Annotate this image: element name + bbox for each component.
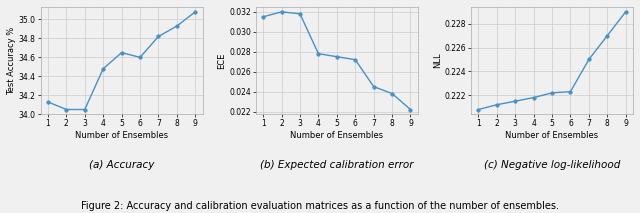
Y-axis label: ECE: ECE [218,52,227,69]
Text: Figure 2: Accuracy and calibration evaluation matrices as a function of the numb: Figure 2: Accuracy and calibration evalu… [81,201,559,211]
X-axis label: Number of Ensembles: Number of Ensembles [75,131,168,140]
Text: (b) Expected calibration error: (b) Expected calibration error [260,160,413,170]
Y-axis label: Test Accuracy %: Test Accuracy % [7,27,16,95]
X-axis label: Number of Ensembles: Number of Ensembles [291,131,383,140]
Text: (a) Accuracy: (a) Accuracy [89,160,154,170]
Text: (c) Negative log-likelihood: (c) Negative log-likelihood [484,160,620,170]
X-axis label: Number of Ensembles: Number of Ensembles [506,131,598,140]
Y-axis label: NLL: NLL [433,53,442,69]
